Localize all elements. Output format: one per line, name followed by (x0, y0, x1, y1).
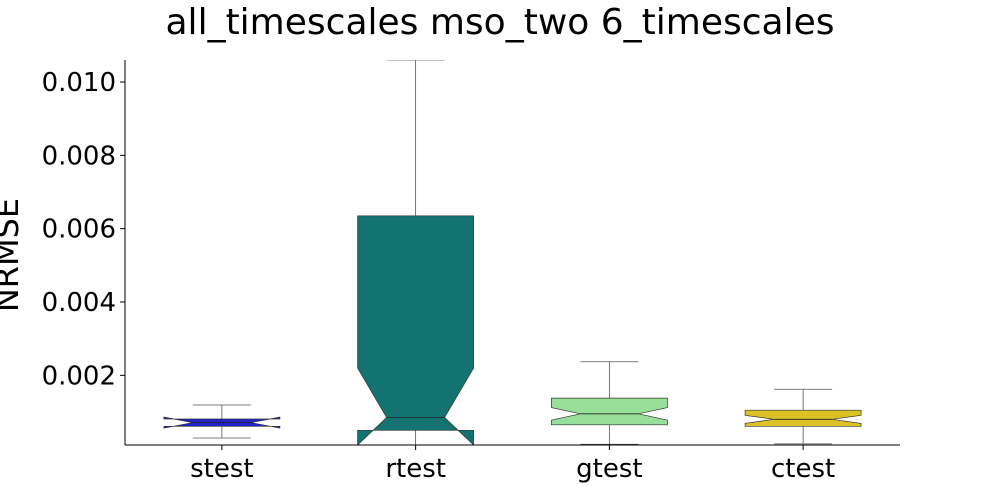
box-rtest (357, 60, 474, 445)
x-tick-label: ctest (771, 454, 835, 484)
y-tick-label: 0.006 (42, 215, 116, 245)
y-tick-label: 0.002 (42, 361, 116, 391)
box-stest (163, 404, 281, 439)
x-ticks: stest rtest gtest ctest (190, 445, 835, 484)
y-tick-label: 0.008 (42, 141, 116, 171)
y-tick-label: 0.004 (42, 288, 116, 318)
boxes-layer (163, 60, 862, 445)
box-body (551, 397, 668, 426)
x-tick-label: rtest (385, 454, 446, 484)
y-tick-label: 0.010 (42, 68, 116, 98)
y-axis-label: NRMSE (0, 198, 26, 312)
box-body (744, 409, 862, 427)
box-ctest (744, 388, 862, 445)
x-tick-label: gtest (576, 454, 642, 484)
x-tick-label: stest (190, 454, 253, 484)
chart-title: all_timescales mso_two 6_timescales (165, 2, 835, 43)
y-ticks: 0.002 0.004 0.006 0.008 0.010 (42, 68, 125, 391)
box-gtest (551, 361, 668, 445)
box-body (357, 215, 474, 445)
